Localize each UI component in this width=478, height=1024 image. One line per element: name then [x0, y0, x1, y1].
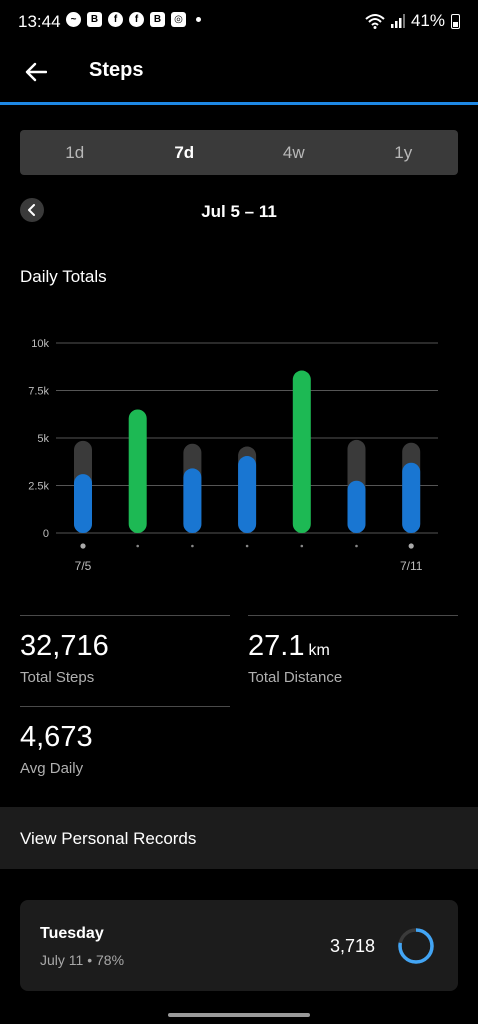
b-icon: B	[87, 12, 102, 27]
total-steps-value: 32,716	[20, 630, 109, 662]
x-tick-dot	[191, 544, 194, 548]
facebook-icon: f	[108, 12, 123, 27]
steps-bar	[292, 370, 311, 533]
back-button[interactable]	[18, 54, 54, 90]
battery-percent: 41%	[410, 11, 445, 30]
goal-progress-ring	[398, 928, 434, 964]
x-tick-label: 7/5	[75, 559, 92, 573]
stats-divider	[20, 706, 230, 707]
day-steps-value: 3,718	[329, 936, 375, 956]
total-steps-label: Total Steps	[20, 669, 95, 686]
notification-icons: ~ B f f B ◎	[66, 12, 201, 27]
previous-range-button[interactable]	[20, 198, 44, 222]
steps-bar	[238, 456, 257, 533]
view-personal-records-label: View Personal Records	[20, 829, 197, 848]
date-range-nav: Jul 5 – 11	[0, 198, 478, 228]
arrow-left-icon	[25, 62, 47, 82]
stats-divider	[20, 615, 230, 616]
day-summary-card[interactable]: Tuesday July 11 • 78% 3,718	[20, 900, 458, 991]
x-tick-label: 7/11	[400, 559, 423, 573]
y-tick-label: 5k	[37, 433, 49, 445]
tab-7d[interactable]: 7d	[174, 142, 195, 162]
y-tick-label: 10k	[31, 338, 49, 350]
steps-bar	[347, 480, 366, 533]
messenger-icon: ~	[66, 12, 81, 27]
total-distance-number: 27.1	[248, 630, 305, 662]
steps-bar	[402, 462, 421, 533]
tab-1y[interactable]: 1y	[394, 142, 413, 162]
chevron-left-icon	[28, 204, 35, 216]
view-personal-records-button[interactable]: View Personal Records	[0, 807, 478, 869]
y-tick-label: 7.5k	[28, 386, 49, 398]
tab-1d[interactable]: 1d	[65, 142, 85, 162]
more-notifications-icon	[196, 17, 201, 22]
day-name: Tuesday	[40, 925, 104, 942]
home-indicator	[168, 1013, 310, 1017]
signal-icon	[390, 14, 405, 28]
day-subtitle: July 11 • 78%	[40, 952, 125, 968]
x-tick-dot	[300, 544, 304, 548]
header-accent-line	[0, 102, 478, 105]
steps-bar	[74, 474, 92, 533]
b-icon: B	[150, 12, 165, 27]
wifi-icon	[365, 14, 385, 29]
avg-daily-label: Avg Daily	[20, 760, 84, 777]
avg-daily-value: 4,673	[20, 721, 93, 753]
x-tick-dot	[80, 543, 86, 549]
y-tick-label: 0	[43, 528, 49, 540]
battery-icon	[451, 13, 460, 29]
app-bar: Steps	[0, 44, 478, 102]
stats-divider	[248, 615, 458, 616]
section-title: Daily Totals	[20, 267, 107, 286]
x-tick-dot	[408, 543, 414, 549]
x-tick-dot	[355, 544, 358, 548]
status-time: 13:44	[18, 12, 61, 31]
status-right: 41%	[365, 11, 460, 31]
instagram-icon: ◎	[171, 12, 186, 27]
page-title: Steps	[89, 59, 144, 81]
steps-bar	[183, 468, 202, 533]
y-tick-label: 2.5k	[28, 481, 49, 493]
total-distance-value: 27.1 km	[248, 630, 330, 663]
facebook-icon: f	[129, 12, 144, 27]
status-bar: 13:44 ~ B f f B ◎ 41%	[0, 0, 478, 44]
x-tick-dot	[245, 544, 249, 548]
total-distance-unit: km	[308, 642, 330, 659]
ring-progress	[398, 928, 434, 964]
tab-4w[interactable]: 4w	[282, 142, 305, 162]
daily-steps-chart: 0 2.5k 5k 7.5k 10k 7/5 7/11	[28, 338, 438, 573]
total-distance-label: Total Distance	[248, 669, 343, 686]
x-tick-dot	[136, 544, 139, 548]
date-range-label: Jul 5 – 11	[201, 202, 277, 221]
period-selector: 1d 7d 4w 1y	[20, 130, 458, 175]
steps-bar	[128, 409, 147, 533]
